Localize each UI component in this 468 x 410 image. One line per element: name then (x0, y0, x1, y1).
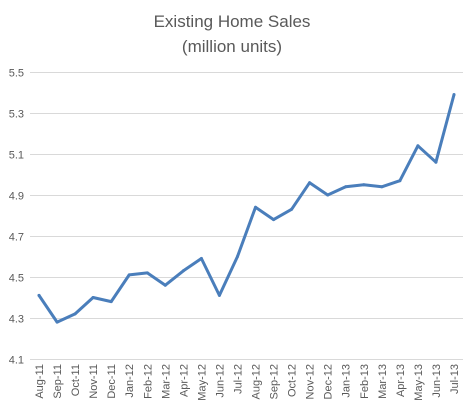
data-point (416, 144, 420, 148)
data-point (434, 160, 438, 164)
x-tick-label: Jul-13 (449, 364, 461, 394)
x-tick-label: Oct-12 (287, 364, 299, 397)
x-tick-label: Jan-13 (341, 364, 353, 398)
data-point (308, 181, 312, 185)
x-tick-label: Aug-11 (34, 364, 46, 399)
x-tick-label: Oct-11 (70, 364, 82, 396)
data-point (73, 312, 77, 316)
x-tick-label: Aug-12 (251, 364, 263, 399)
x-tick-label: Dec-12 (323, 364, 335, 399)
y-tick-label: 4.1 (9, 355, 24, 367)
y-axis-tick-labels: 4.1 4.3 4.5 4.7 4.9 5.1 5.3 5.5 (9, 68, 24, 367)
x-tick-label: Nov-12 (305, 364, 317, 399)
data-point (272, 218, 276, 222)
data-point (37, 293, 41, 297)
series-layer (37, 93, 456, 324)
data-point (254, 205, 257, 209)
x-tick-label: Sep-11 (52, 364, 64, 399)
series-line (37, 93, 456, 324)
x-tick-label: Apr-13 (395, 364, 407, 397)
x-tick-label: Mar-13 (377, 364, 389, 399)
data-point (127, 273, 131, 277)
data-point (145, 271, 149, 275)
data-point (380, 185, 384, 189)
data-point (344, 185, 348, 189)
data-point (109, 300, 113, 304)
y-tick-label: 4.7 (9, 232, 24, 244)
chart-title: Existing Home Sales (154, 12, 311, 31)
data-point (55, 320, 59, 324)
data-point (181, 269, 185, 273)
data-point (362, 183, 366, 187)
x-tick-label: Jun-12 (214, 364, 226, 398)
x-tick-label: Mar-12 (160, 364, 172, 399)
x-axis-tick-labels: Aug-11 Sep-11 Oct-11 Nov-11 Dec-11 Jan-12 Feb-… (34, 364, 461, 401)
x-tick-label: Nov-11 (88, 364, 100, 399)
x-tick-label: May-12 (196, 364, 208, 401)
y-tick-label: 5.5 (9, 68, 24, 80)
data-point (163, 283, 167, 287)
x-tick-label: May-13 (413, 364, 425, 401)
data-point (217, 293, 221, 297)
x-tick-label: Feb-12 (142, 364, 154, 399)
data-point (91, 296, 95, 299)
y-tick-label: 4.5 (9, 273, 24, 285)
data-point (398, 179, 402, 183)
y-tick-label: 5.1 (9, 150, 24, 162)
data-point (199, 257, 203, 260)
x-tick-label: Jul-12 (232, 364, 244, 394)
y-tick-label: 4.9 (9, 191, 24, 203)
x-tick-label: Jan-12 (124, 364, 136, 398)
y-tick-label: 5.3 (9, 109, 24, 121)
y-tick-label: 4.3 (9, 314, 24, 326)
data-point (290, 207, 294, 211)
data-point (326, 193, 330, 197)
data-point (236, 255, 239, 258)
x-tick-label: Dec-11 (106, 364, 118, 399)
x-tick-label: Sep-12 (269, 364, 281, 399)
data-point (452, 93, 456, 97)
x-tick-label: Feb-13 (359, 364, 371, 399)
x-tick-label: Jun-13 (431, 364, 443, 398)
x-tick-label: Apr-12 (178, 364, 190, 397)
gridlines (30, 72, 463, 360)
chart-subtitle: (million units) (182, 37, 282, 56)
